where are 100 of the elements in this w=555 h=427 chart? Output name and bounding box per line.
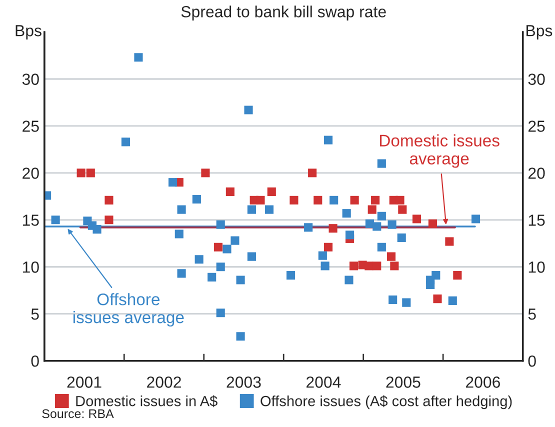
point [318,251,327,260]
point [177,269,186,278]
y2-axis-title: Bps [526,25,552,40]
point [230,236,240,245]
point [371,196,380,204]
point [286,271,296,280]
point [192,194,201,204]
point [222,244,232,254]
point [214,242,223,252]
point [264,205,274,214]
point [121,138,130,146]
legend-label: Offshore issues (A$ cost after hedging) [260,395,512,410]
point [201,168,210,178]
point [471,214,480,224]
point [174,230,184,238]
point [426,280,435,290]
y2-tick-label: 15 [528,214,545,226]
point [216,308,225,318]
point [433,294,442,304]
y2-tick-label: 0 [528,355,536,367]
annotation: Domestic issues average [380,134,500,168]
point [168,178,178,187]
point [236,276,245,284]
point [247,205,256,214]
point [290,196,298,204]
y-axis-title: Bps [16,25,42,40]
point [388,295,398,304]
y-tick-label: 30 [22,74,39,85]
point [134,53,143,62]
point [216,262,225,272]
source-note: Source: RBA [42,409,114,418]
point [448,296,457,305]
point [304,223,313,232]
point [51,216,60,224]
point [388,220,396,229]
point [364,262,374,270]
point [92,225,102,234]
point [344,276,354,284]
y2-tick-label: 20 [528,168,545,179]
point [236,332,245,341]
point [349,262,358,270]
y-tick-label: 5 [31,308,39,320]
point [342,209,351,218]
point [350,196,359,204]
point [314,196,322,204]
y2-tick-label: 30 [528,74,545,85]
point [308,168,317,178]
x-tick-label: 2002 [147,376,181,388]
point [328,224,338,233]
x-tick-label: 2003 [226,376,261,388]
point [44,191,52,200]
point [324,242,333,252]
y2-tick-label: 5 [528,308,536,320]
point [396,196,404,204]
point [445,237,454,246]
point [372,222,382,231]
point [194,255,204,264]
point [256,196,265,204]
point [428,219,437,228]
annotation: Offshore issues average [73,293,184,327]
point [368,205,376,214]
x-tick-label: 2004 [306,376,341,388]
point [453,271,462,280]
point [244,106,253,114]
point [247,252,256,261]
y-tick-label: 25 [22,120,39,132]
point [397,233,406,242]
point [267,187,276,196]
y2-tick-label: 25 [528,120,545,132]
y-tick-label: 10 [22,262,39,273]
point [346,230,354,240]
point [226,187,234,196]
point [324,136,333,144]
y-tick-label: 0 [31,355,39,367]
chart-title: Spread to bank bill swap rate [181,6,386,21]
point [412,214,422,224]
legend-label: Domestic issues in A$ [76,395,218,408]
point [386,252,396,261]
point [330,196,338,204]
point [208,272,216,282]
point [177,205,186,214]
point [320,262,330,270]
point [104,196,114,204]
point [86,168,95,178]
point [402,298,411,307]
point [390,262,399,270]
x-tick-label: 2001 [67,376,102,388]
point [76,168,86,178]
point [104,216,114,224]
point [398,205,407,214]
x-tick-label: 2006 [466,376,500,388]
x-tick-label: 2005 [386,376,420,388]
y-tick-label: 20 [22,168,39,179]
point [372,262,382,270]
point [377,242,386,252]
y-tick-label: 15 [22,214,39,226]
y2-tick-label: 10 [528,262,545,273]
point [377,159,386,168]
point [377,212,386,220]
point [216,220,225,229]
